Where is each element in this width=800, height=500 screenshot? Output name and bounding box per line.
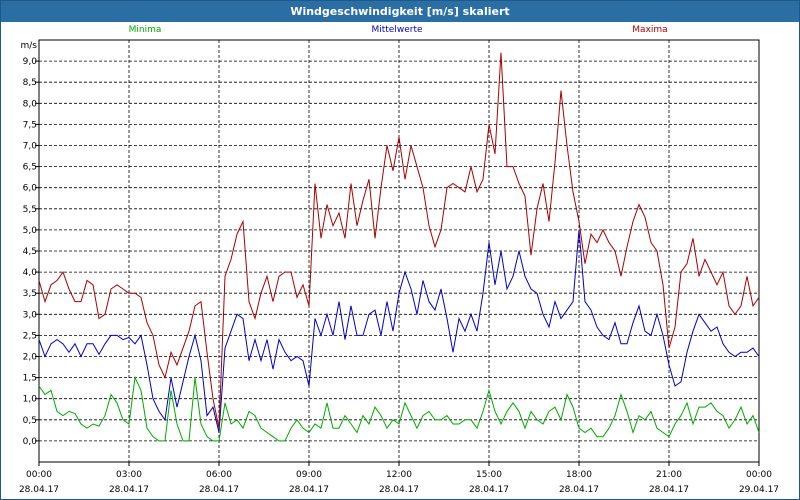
- y-axis-label: m/s: [21, 41, 38, 51]
- y-tick-label: 8,0: [23, 99, 38, 109]
- window-title: Windgeschwindigkeit [m/s] skaliert: [1, 1, 799, 22]
- x-tick-date-label: 28.04.17: [469, 485, 509, 495]
- y-tick-label: 9,0: [23, 57, 38, 67]
- y-tick-label: 5,5: [23, 205, 37, 215]
- y-tick-label: 0,5: [23, 416, 37, 426]
- x-tick-date-label: 29.04.17: [739, 485, 779, 495]
- y-tick-label: 1,0: [23, 395, 38, 405]
- x-tick-time-label: 12:00: [386, 470, 412, 480]
- y-tick-label: 7,0: [23, 142, 38, 152]
- y-tick-label: 8,5: [23, 78, 37, 88]
- x-tick-date-label: 28.04.17: [199, 485, 239, 495]
- x-tick-time-label: 18:00: [566, 470, 592, 480]
- x-tick-date-label: 28.04.17: [109, 485, 149, 495]
- y-tick-label: 4,0: [23, 268, 38, 278]
- legend-minima: Minima: [129, 25, 162, 35]
- series-line-minima: [38, 375, 760, 442]
- y-tick-label: 5,0: [23, 226, 38, 236]
- x-tick-date-label: 28.04.17: [559, 485, 599, 495]
- x-tick-date-label: 28.04.17: [289, 485, 329, 495]
- y-tick-label: 0,0: [23, 437, 38, 447]
- y-tick-label: 4,5: [23, 247, 37, 257]
- series-line-mittelwerte: [38, 229, 760, 433]
- x-tick-time-label: 06:00: [206, 470, 232, 480]
- legend-mittelwerte: Mittelwerte: [371, 25, 422, 35]
- x-tick-time-label: 21:00: [656, 470, 682, 480]
- x-tick-time-label: 15:00: [476, 470, 502, 480]
- y-tick-label: 3,0: [23, 310, 38, 320]
- y-tick-label: 6,5: [23, 163, 37, 173]
- x-tick-date-label: 28.04.17: [19, 485, 59, 495]
- y-tick-label: 7,5: [23, 120, 37, 130]
- y-tick-label: 2,0: [23, 353, 38, 363]
- legend-maxima: Maxima: [632, 25, 667, 35]
- x-tick-time-label: 03:00: [116, 470, 142, 480]
- y-tick-label: 6,0: [23, 184, 38, 194]
- y-tick-label: 1,5: [23, 374, 37, 384]
- series-line-maxima: [38, 52, 760, 429]
- y-tick-label: 2,5: [23, 331, 37, 341]
- x-tick-time-label: 09:00: [296, 470, 322, 480]
- x-tick-date-label: 28.04.17: [649, 485, 689, 495]
- x-tick-time-label: 00:00: [746, 470, 772, 480]
- x-tick-time-label: 00:00: [26, 470, 52, 480]
- y-tick-label: 3,5: [23, 289, 37, 299]
- x-tick-date-label: 28.04.17: [379, 485, 419, 495]
